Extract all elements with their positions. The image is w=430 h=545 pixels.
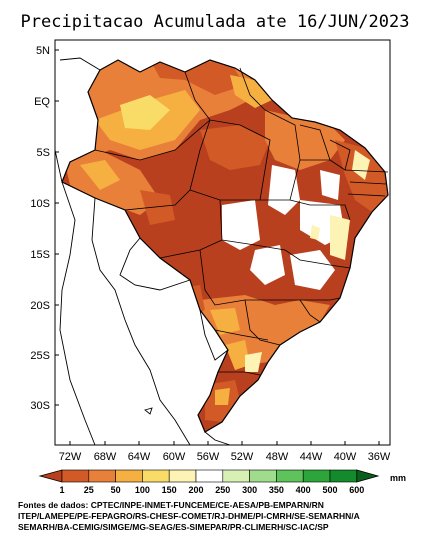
scale-unit: mm: [390, 473, 406, 483]
sources-line: Fontes de dados: CPTEC/INPE-INMET-FUNCEM…: [18, 500, 324, 510]
lat-label-5s: 5S: [37, 147, 50, 159]
sources-line: SEMARH/BA-CEMIG/SIMGE/MG-SEAG/ES-SIMEPAR…: [18, 522, 329, 532]
map-title: Precipitacao Acumulada ate 16/JUN/2023: [20, 12, 410, 32]
scale-label: 200: [188, 485, 203, 495]
lon-label-68w: 68W: [94, 451, 117, 463]
scale-label: 300: [242, 485, 257, 495]
scale-bin: [276, 469, 304, 483]
lon-label-60w: 60W: [163, 451, 186, 463]
scale-label: 400: [296, 485, 311, 495]
scale-label: 500: [322, 485, 337, 495]
lat-label-25s: 25S: [30, 350, 50, 362]
scale-arrow-right: [356, 469, 380, 483]
scale-bin: [249, 469, 277, 483]
scale-label: 150: [162, 485, 177, 495]
lat-label-eq: EQ: [34, 96, 50, 108]
lon-label-44w: 44W: [300, 451, 323, 463]
scale-bin: [168, 469, 197, 483]
scale-label: 100: [135, 485, 150, 495]
scale-bin: [142, 469, 170, 483]
sources-line: ITEP/LAMEPE/PE-FEPAGRO/RS-CHESF-COMET/RJ…: [18, 511, 360, 521]
scale-bin: [88, 469, 116, 483]
scale-bin: [329, 469, 358, 483]
data-sources: Fontes de dados: CPTEC/INPE-INMET-FUNCEM…: [18, 500, 428, 533]
lat-label-15s: 15S: [30, 249, 50, 261]
scale-bin: [302, 469, 331, 483]
lon-label-56w: 56W: [197, 451, 220, 463]
scale-labels: 1 25 50 100 150 200 250 300 350 400 500 …: [59, 485, 364, 495]
brazil-outline: [61, 59, 389, 433]
scale-label: 600: [349, 485, 364, 495]
scale-bin: [222, 469, 250, 483]
scale-label: 350: [269, 485, 284, 495]
lat-axis: [55, 49, 59, 406]
color-scale: [38, 469, 380, 483]
lon-label-72w: 72W: [59, 451, 82, 463]
lat-label-5n: 5N: [36, 45, 50, 57]
lon-label-40w: 40W: [334, 451, 357, 463]
neighbor-borders: [55, 57, 231, 445]
lat-label-30s: 30S: [30, 400, 50, 412]
lon-label-48w: 48W: [266, 451, 289, 463]
lon-label-64w: 64W: [128, 451, 151, 463]
scale-arrow-left: [38, 469, 63, 483]
scale-bin: [115, 469, 143, 483]
lat-label-10s: 10S: [30, 198, 50, 210]
scale-label: 50: [111, 485, 121, 495]
lon-axis: [69, 441, 380, 445]
lon-label-36w: 36W: [368, 451, 391, 463]
state-borders: [94, 67, 389, 376]
scale-bin: [61, 469, 90, 483]
scale-label: 1: [59, 485, 64, 495]
scale-label: 25: [84, 485, 94, 495]
lon-label-52w: 52W: [231, 451, 254, 463]
lat-label-20s: 20S: [30, 300, 50, 312]
scale-bin: [195, 469, 224, 483]
scale-label: 250: [215, 485, 230, 495]
